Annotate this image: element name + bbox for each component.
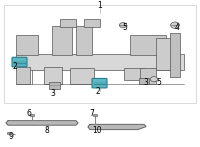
Text: 8: 8	[45, 126, 49, 135]
Circle shape	[171, 22, 179, 28]
Bar	[76, 26, 92, 55]
Bar	[124, 68, 144, 80]
Bar	[16, 35, 38, 55]
FancyBboxPatch shape	[12, 57, 27, 67]
Circle shape	[119, 22, 127, 28]
Bar	[52, 26, 72, 55]
Bar	[156, 38, 176, 70]
Bar	[60, 19, 76, 27]
Bar	[130, 35, 166, 55]
Text: 10: 10	[92, 126, 102, 135]
Text: 5: 5	[123, 23, 127, 32]
Bar	[70, 68, 94, 84]
Bar	[16, 67, 30, 84]
Bar	[84, 19, 100, 27]
Bar	[139, 78, 149, 83]
Bar	[170, 33, 180, 77]
Bar	[44, 67, 62, 84]
Polygon shape	[6, 121, 78, 125]
Bar	[4, 5, 196, 103]
Circle shape	[150, 77, 158, 82]
Text: 3: 3	[51, 88, 55, 97]
Bar	[93, 114, 97, 116]
Text: 6: 6	[27, 109, 31, 118]
Text: 7: 7	[90, 109, 94, 118]
Text: 5: 5	[157, 78, 161, 87]
Text: 2: 2	[96, 87, 100, 96]
FancyBboxPatch shape	[92, 78, 107, 88]
Text: 2: 2	[13, 62, 17, 71]
Text: 3: 3	[144, 78, 148, 87]
Bar	[140, 68, 156, 84]
Text: 9: 9	[9, 132, 13, 141]
Text: 4: 4	[175, 23, 179, 32]
Bar	[49, 82, 60, 89]
Text: 1: 1	[98, 1, 102, 10]
Polygon shape	[88, 124, 146, 130]
Bar	[16, 54, 184, 70]
Bar	[7, 132, 11, 134]
Bar	[30, 114, 34, 116]
